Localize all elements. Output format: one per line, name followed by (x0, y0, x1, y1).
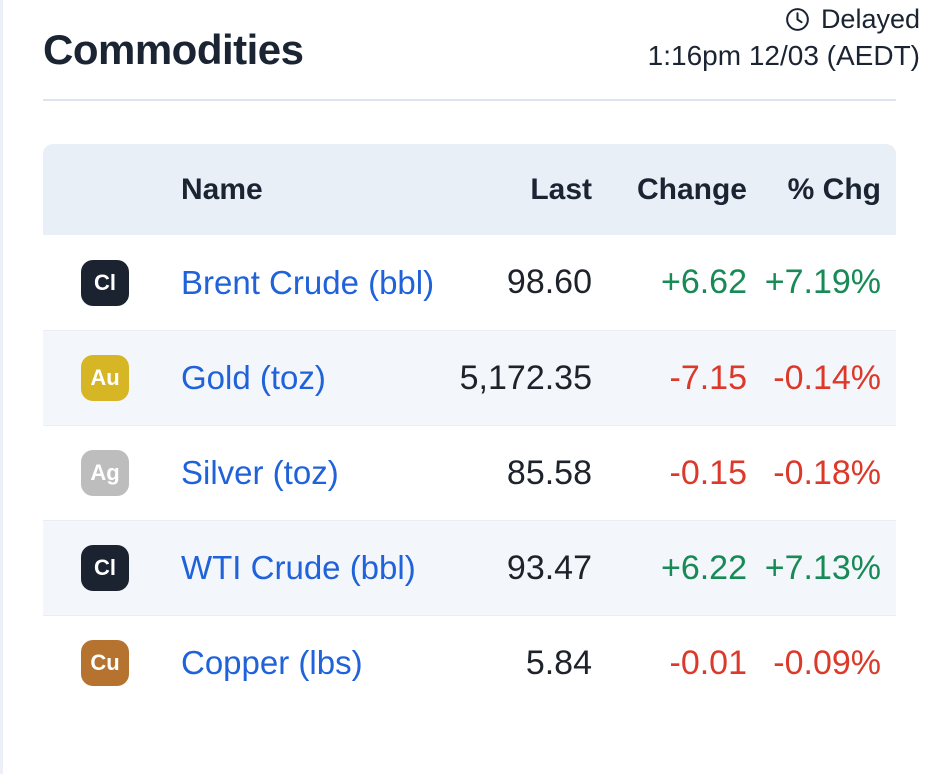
last-value: 5.84 (525, 643, 592, 682)
table-row[interactable]: Cl Brent Crude (bbl) 98.60 +6.62 +7.19% (43, 235, 896, 330)
last-value: 85.58 (506, 453, 592, 492)
commodity-link[interactable]: Brent Crude (bbl) (181, 263, 435, 301)
table-row[interactable]: Au Gold (toz) 5,172.35 -7.15 -0.14% (43, 330, 896, 425)
table-body: Cl Brent Crude (bbl) 98.60 +6.62 +7.19% … (43, 235, 896, 710)
table-row[interactable]: Cu Copper (lbs) 5.84 -0.01 -0.09% (43, 615, 896, 710)
last-value: 93.47 (506, 548, 592, 587)
commodity-link[interactable]: Silver (toz) (181, 454, 339, 491)
commodities-widget: Commodities Delayed 1:16pm 12/03 (AEDT) … (3, 0, 936, 710)
commodity-symbol-badge: Cl (81, 259, 129, 306)
column-header-last: Last (530, 172, 592, 206)
commodity-link[interactable]: Copper (lbs) (181, 644, 363, 681)
commodity-symbol-badge: Ag (81, 450, 129, 496)
table-row[interactable]: Ag Silver (toz) 85.58 -0.15 -0.18% (43, 425, 896, 520)
delay-label: Delayed (820, 4, 920, 34)
change-value: -0.15 (669, 453, 748, 492)
commodity-symbol-badge: Cl (81, 545, 129, 591)
table-row[interactable]: Cl WTI Crude (bbl) 93.47 +6.22 +7.13% (43, 520, 896, 615)
data-delay-status: Delayed 1:16pm 12/03 (AEDT) (648, 4, 920, 72)
header-divider (43, 99, 896, 101)
last-value: 98.60 (506, 263, 592, 301)
commodity-symbol-badge: Au (81, 355, 129, 401)
pct-chg-value: -0.18% (773, 453, 881, 492)
status-timestamp: 1:16pm 12/03 (AEDT) (647, 40, 920, 71)
column-header-change: Change (636, 172, 747, 206)
commodities-table: Name Last Change % Chg Cl Brent Crude (b… (43, 144, 896, 710)
change-value: +6.62 (660, 263, 747, 301)
change-value: -7.15 (669, 358, 748, 397)
pct-chg-value: -0.14% (773, 358, 881, 397)
table-header-row: Name Last Change % Chg (43, 144, 896, 235)
pct-chg-value: +7.19% (764, 263, 881, 301)
last-value: 5,172.35 (459, 358, 592, 397)
change-value: -0.01 (669, 643, 748, 682)
commodity-symbol-badge: Cu (81, 640, 129, 686)
page-title: Commodities (43, 26, 304, 73)
column-header-name: Name (181, 172, 263, 206)
clock-icon (784, 6, 811, 33)
column-header-pct-chg: % Chg (787, 172, 881, 206)
commodity-link[interactable]: WTI Crude (bbl) (181, 549, 416, 586)
pct-chg-value: +7.13% (764, 548, 881, 587)
commodity-link[interactable]: Gold (toz) (181, 359, 326, 396)
widget-header: Commodities Delayed 1:16pm 12/03 (AEDT) (43, 0, 920, 99)
pct-chg-value: -0.09% (773, 643, 881, 682)
change-value: +6.22 (660, 548, 747, 587)
